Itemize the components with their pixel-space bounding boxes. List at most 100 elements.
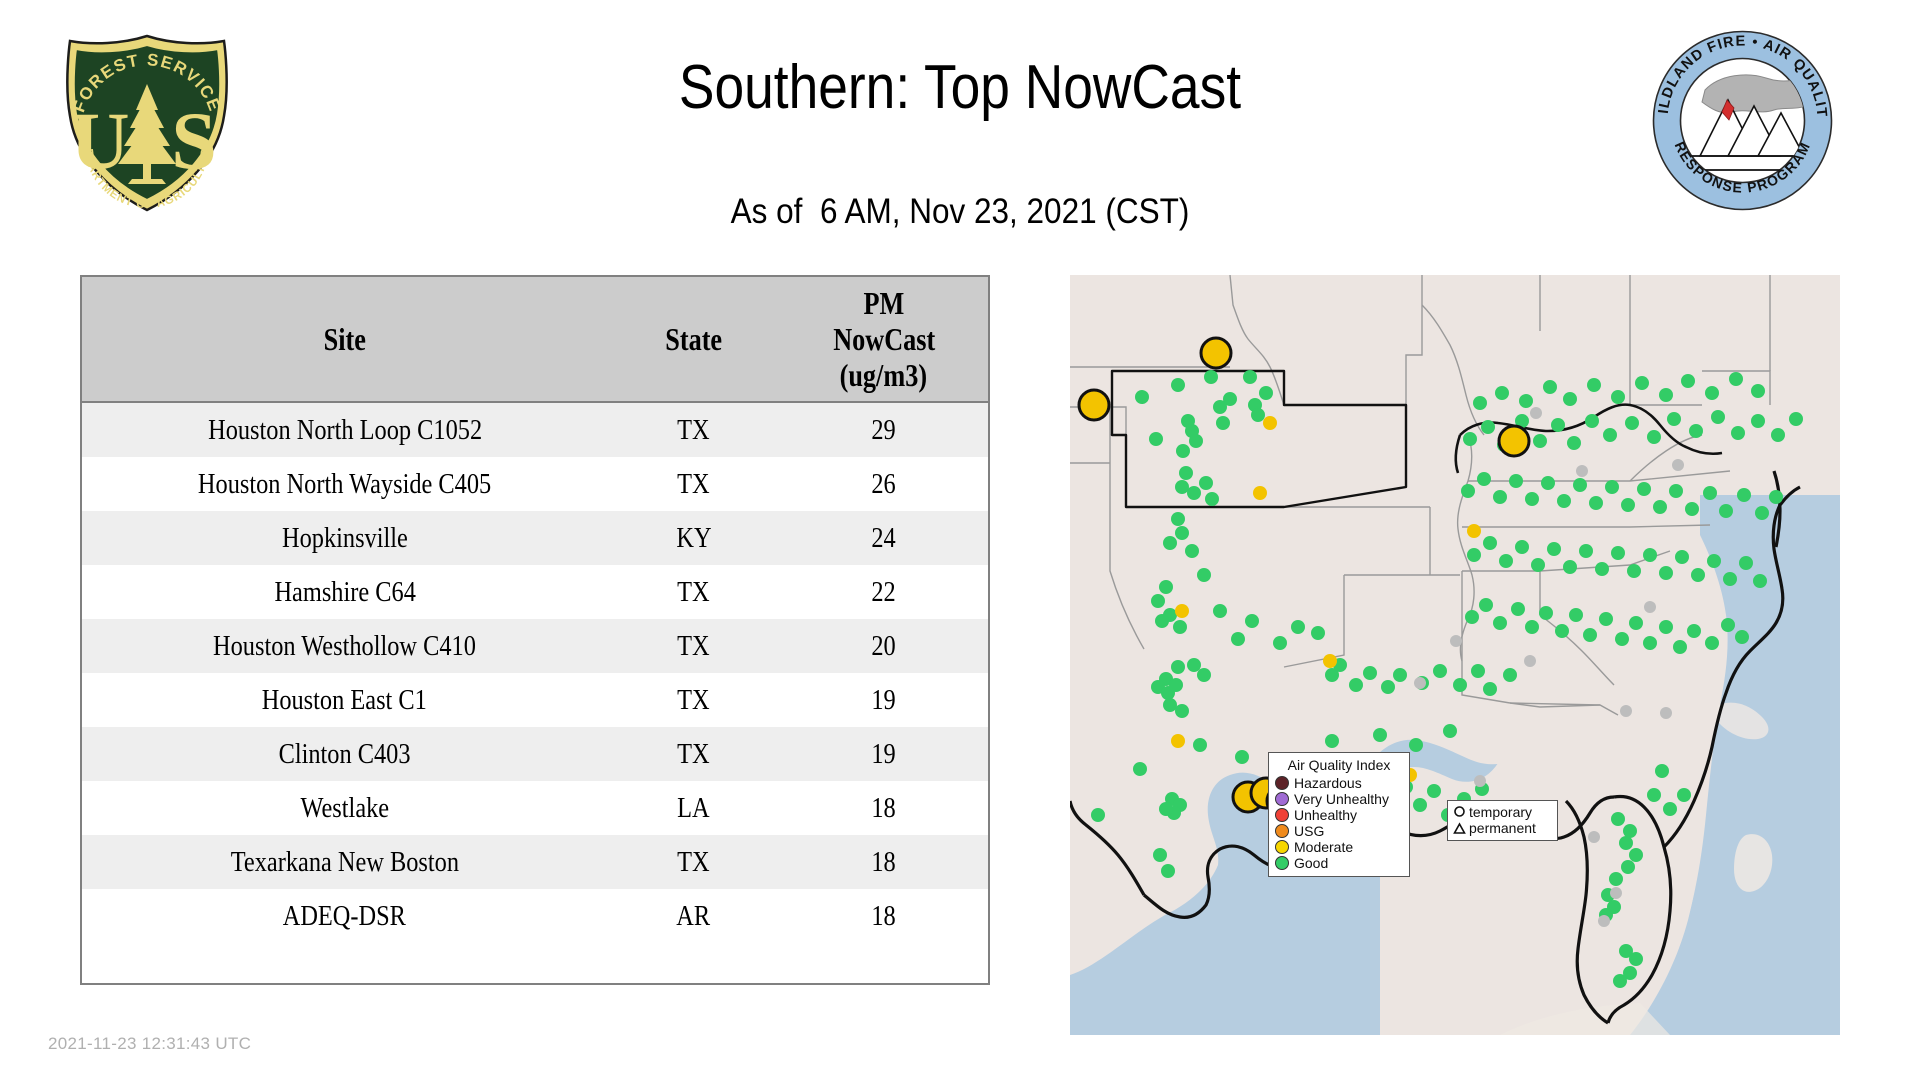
site-cell: Houston East C1 [82, 673, 607, 727]
aqi-legend-title: Air Quality Index [1287, 757, 1391, 773]
table-row: Hamshire C64 TX 22 [82, 565, 988, 619]
site-cell: Houston North Loop C1052 [82, 402, 607, 457]
state-cell-label: TX [677, 414, 710, 446]
table-row: Clinton C403 TX 19 [82, 727, 988, 781]
state-cell-label: TX [677, 684, 710, 716]
state-cell-label: TX [677, 738, 710, 770]
table-row: Houston North Loop C1052 TX 29 [82, 402, 988, 457]
column-header-pm-line1: PM [863, 285, 905, 321]
state-cell-label: TX [677, 468, 710, 500]
state-cell-label: TX [677, 576, 710, 608]
pm-cell: 18 [780, 889, 988, 943]
aqi-legend: Air Quality Index Hazardous Very Unhealth… [1268, 752, 1410, 877]
state-cell-label: KY [675, 522, 712, 554]
pm-cell-label: 18 [871, 792, 896, 824]
site-cell: ADEQ-DSR [82, 889, 607, 943]
state-cell: TX [607, 457, 779, 511]
symbol-legend-label: temporary [1469, 803, 1533, 820]
aqi-legend-item: Very Unhealthy [1275, 791, 1403, 807]
state-cell-label: TX [677, 630, 710, 662]
table-row: ADEQ-DSR AR 18 [82, 889, 988, 943]
site-cell: Houston Westhollow C410 [82, 619, 607, 673]
pm-cell: 24 [780, 511, 988, 565]
table-row: Westlake LA 18 [82, 781, 988, 835]
column-header-site-label: Site [323, 321, 366, 357]
aqi-legend-label: Moderate [1294, 838, 1354, 855]
aqi-legend-swatch-icon [1275, 792, 1289, 806]
symbol-legend: temporary permanent [1447, 800, 1558, 841]
atlantic-water [1630, 495, 1840, 1035]
pm-cell: 18 [780, 781, 988, 835]
circle-icon [1453, 805, 1469, 819]
aqi-legend-item: Good [1275, 855, 1403, 871]
column-header-state-label: State [665, 321, 722, 357]
top-nowcast-table: Site State PM NowCast (ug/m3) Houston No… [80, 275, 990, 985]
site-cell: Houston North Wayside C405 [82, 457, 607, 511]
column-header-state: State [607, 277, 780, 403]
site-cell-label: Westlake [300, 792, 390, 824]
page-subtitle: As of 6 AM, Nov 23, 2021 (CST) [730, 192, 1190, 231]
site-cell-label: Hamshire C64 [274, 576, 416, 608]
table-row: Houston Westhollow C410 TX 20 [82, 619, 988, 673]
pm-cell: 20 [780, 619, 988, 673]
aqi-legend-swatch-icon [1275, 808, 1289, 822]
pm-cell-label: 26 [871, 468, 896, 500]
site-cell-label: Houston East C1 [262, 684, 428, 716]
svg-text:U: U [70, 95, 129, 186]
aqi-legend-item: Hazardous [1275, 775, 1403, 791]
table-header-row: Site State PM NowCast (ug/m3) [82, 277, 988, 403]
site-cell-label: Clinton C403 [278, 738, 411, 770]
air-quality-monitor-map[interactable]: Air Quality Index Hazardous Very Unhealth… [1070, 275, 1840, 1035]
aqi-legend-item: USG [1275, 823, 1403, 839]
column-header-site: Site [82, 277, 608, 403]
state-cell: TX [607, 565, 779, 619]
aqi-legend-label: Unhealthy [1294, 806, 1358, 823]
aqi-legend-label: Hazardous [1294, 774, 1362, 791]
aqi-legend-item: Moderate [1275, 839, 1403, 855]
pm-cell: 19 [780, 727, 988, 781]
site-cell-label: ADEQ-DSR [283, 900, 407, 932]
map-marker-hopkinsville [1199, 336, 1233, 370]
state-cell: AR [607, 889, 779, 943]
pm-cell-label: 20 [871, 630, 896, 662]
site-cell: Westlake [82, 781, 607, 835]
pm-cell: 26 [780, 457, 988, 511]
site-cell: Texarkana New Boston [82, 835, 607, 889]
state-cell: TX [607, 619, 779, 673]
site-cell-label: Houston Westhollow C410 [213, 630, 477, 662]
svg-text:S: S [171, 95, 217, 186]
table-row: Texarkana New Boston TX 18 [82, 835, 988, 889]
column-header-pm-line3: (ug/m3) [840, 357, 928, 393]
generation-timestamp: 2021-11-23 12:31:43 UTC [48, 1034, 252, 1053]
pm-cell-label: 19 [871, 738, 896, 770]
state-cell: TX [607, 402, 779, 457]
aqi-legend-swatch-icon [1275, 776, 1289, 790]
pm-cell-label: 18 [871, 900, 896, 932]
aqi-legend-swatch-icon [1275, 840, 1289, 854]
state-cell-label: TX [677, 846, 710, 878]
aqi-legend-item: Unhealthy [1275, 807, 1403, 823]
column-header-pm-nowcast: PM NowCast (ug/m3) [779, 277, 988, 403]
site-cell-label: Hopkinsville [281, 522, 408, 554]
pm-cell-label: 19 [871, 684, 896, 716]
aqi-legend-label: Very Unhealthy [1294, 790, 1389, 807]
pm-cell-label: 29 [871, 414, 896, 446]
state-cell: TX [607, 673, 779, 727]
pm-cell-label: 18 [871, 846, 896, 878]
state-cell: TX [607, 835, 779, 889]
site-cell-label: Texarkana New Boston [230, 846, 459, 878]
us-forest-service-shield-logo: U S FOREST SERVICE DEPARTMENT OF AGRICUL… [47, 19, 242, 218]
site-cell: Hopkinsville [82, 511, 607, 565]
symbol-legend-label: permanent [1469, 819, 1536, 836]
aqi-legend-label: USG [1294, 822, 1325, 839]
state-cell-label: AR [676, 900, 711, 932]
pm-cell: 19 [780, 673, 988, 727]
page-title: Southern: Top NowCast [678, 53, 1242, 122]
wildland-fire-air-quality-response-program-logo: WILDLAND FIRE • AIR QUALITY RESPONSE PRO… [1643, 16, 1835, 213]
site-cell-label: Houston North Wayside C405 [198, 468, 492, 500]
aqi-legend-label: Good [1294, 854, 1329, 871]
table-row: Houston East C1 TX 19 [82, 673, 988, 727]
map-marker-adeq-dsr [1077, 388, 1111, 422]
table-row: Houston North Wayside C405 TX 26 [82, 457, 988, 511]
pm-cell-label: 24 [871, 522, 896, 554]
